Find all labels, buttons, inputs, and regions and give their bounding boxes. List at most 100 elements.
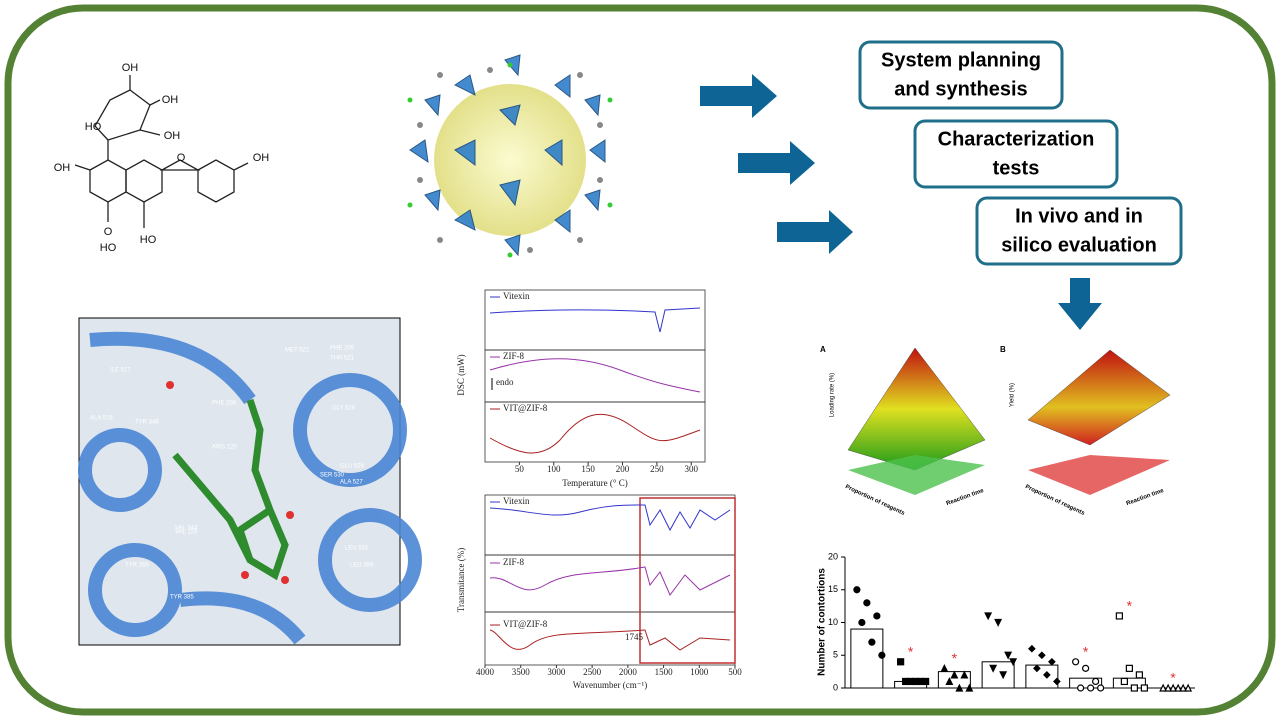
- point: [965, 683, 974, 692]
- x-tick-label: 250: [650, 464, 664, 474]
- point: [1072, 658, 1080, 666]
- dsc-chart: Vitexin ZIF-8 VIT@ZIF-8 50 100 150 200 250 300 Te…: [456, 289, 706, 488]
- docking: PHE 209 MET 522 THR 521 ILE 517 ALA 516 PHE 2…: [78, 317, 422, 646]
- y-tick-label: 20: [828, 551, 838, 561]
- residue-label: GLY 526: [332, 406, 356, 412]
- point: [945, 677, 954, 686]
- residue-label: PHE 208: [212, 401, 237, 407]
- residue-label: MET 522: [285, 348, 310, 354]
- significance: *: [952, 650, 958, 666]
- y-label: Reaction time: [1126, 488, 1166, 507]
- point: [1092, 677, 1100, 686]
- residue-label: VAL 344: [175, 526, 198, 532]
- bar: [981, 661, 1015, 689]
- x-label: Proportion of reagents: [844, 484, 906, 517]
- surfaces: A Loading rate (%) Proportion of reagents R…: [820, 345, 1171, 517]
- bar: [1112, 677, 1146, 689]
- point: [1174, 683, 1183, 692]
- point: [1033, 664, 1041, 673]
- legend-label: VIT@ZIF-8: [503, 619, 548, 629]
- note: 1745: [625, 632, 644, 642]
- y-label: DSC (mW): [456, 354, 466, 395]
- residue-label: ALA 516: [90, 416, 113, 422]
- residue-label: SER 530: [320, 473, 345, 479]
- atom-label: OH: [122, 62, 139, 74]
- residue-label: LEU 531: [345, 546, 369, 552]
- significance: *: [1170, 670, 1176, 686]
- point: [1169, 683, 1178, 692]
- point: [912, 677, 920, 686]
- box-text: and synthesis: [894, 78, 1027, 100]
- point: [1135, 671, 1143, 679]
- significance: *: [1083, 644, 1089, 660]
- atom-label: O: [177, 152, 186, 164]
- x-tick-label: 2000: [619, 667, 638, 677]
- point: [1028, 644, 1036, 653]
- box-text: In vivo and in: [1015, 205, 1143, 227]
- y-tick-label: 15: [828, 584, 838, 594]
- y-tick-label: 10: [828, 617, 838, 627]
- point: [1009, 658, 1018, 667]
- atom-label: OH: [54, 162, 71, 174]
- bar: [1025, 664, 1059, 689]
- atom-label: OH: [162, 94, 179, 106]
- x-tick-label: 300: [685, 464, 699, 474]
- y-label: Transmitance (%): [456, 548, 466, 612]
- y-tick-label: 5: [833, 650, 838, 660]
- residue-label: ARG 120: [212, 445, 237, 451]
- point: [1082, 664, 1090, 672]
- residue-label: GLU 524: [340, 464, 365, 470]
- significance: *: [1127, 598, 1133, 614]
- point: [1048, 657, 1056, 666]
- residue-label: TYR 348: [135, 420, 159, 426]
- atom-label: HO: [85, 121, 102, 133]
- x-label: Temperature (° C): [562, 478, 627, 488]
- x-tick-label: 150: [581, 464, 595, 474]
- atom-label: HO: [140, 234, 157, 246]
- residue-label: TYR 355: [125, 563, 149, 569]
- y-label: Number of contortions: [817, 568, 828, 676]
- atom-label: O: [104, 226, 113, 238]
- x-tick-label: 1500: [655, 667, 674, 677]
- x-tick-label: 500: [728, 667, 742, 677]
- point: [960, 670, 969, 679]
- arrows: [700, 74, 1102, 330]
- boxes: [858, 40, 1183, 266]
- y-tick-label: 0: [833, 682, 838, 692]
- residue-label: ALA 527: [340, 480, 363, 486]
- residue-label: PHE 209: [330, 346, 355, 352]
- point: [999, 671, 1008, 680]
- zeolite: [407, 54, 613, 258]
- point: [1038, 651, 1046, 660]
- box-text: Characterization: [938, 128, 1095, 150]
- point: [1125, 664, 1133, 672]
- atom-label: OH: [164, 130, 181, 142]
- legend-label: Vitexin: [503, 291, 530, 301]
- atom-label: OH: [253, 152, 270, 164]
- x-tick-label: 3000: [547, 667, 566, 677]
- point: [940, 664, 949, 672]
- point: [897, 658, 905, 666]
- z-label: Yield (%): [1010, 383, 1016, 407]
- bar: [850, 628, 884, 689]
- x-tick-label: 4000: [476, 667, 495, 677]
- point: [1004, 651, 1013, 660]
- point: [955, 683, 964, 692]
- z-label: Loading rate (%): [830, 373, 836, 417]
- legend-label: Vitexin: [503, 496, 530, 506]
- point: [1120, 677, 1128, 686]
- point: [1053, 677, 1061, 686]
- point: [853, 586, 861, 594]
- residue-label: ILE 517: [110, 368, 131, 374]
- legend-label: ZIF-8: [503, 557, 524, 567]
- point: [1077, 684, 1085, 692]
- point: [994, 618, 1003, 627]
- x-tick-label: 100: [547, 464, 561, 474]
- frame: [4, 4, 1276, 716]
- point: [868, 638, 876, 646]
- point: [1179, 683, 1188, 692]
- residue-label: TYR 385: [170, 595, 194, 601]
- point: [922, 677, 930, 686]
